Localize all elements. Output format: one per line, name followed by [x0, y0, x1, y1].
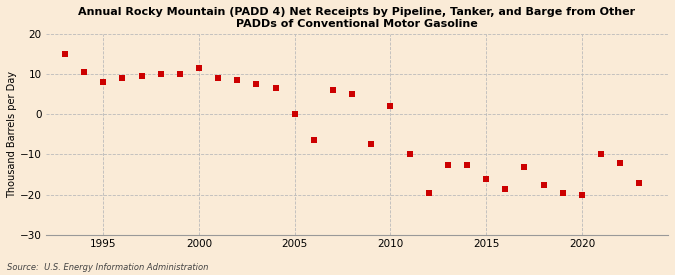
- Point: [558, 190, 568, 195]
- Point: [634, 180, 645, 185]
- Point: [155, 72, 166, 76]
- Point: [576, 192, 587, 197]
- Point: [194, 66, 205, 71]
- Point: [462, 162, 472, 167]
- Point: [519, 164, 530, 169]
- Point: [213, 76, 223, 81]
- Title: Annual Rocky Mountain (PADD 4) Net Receipts by Pipeline, Tanker, and Barge from : Annual Rocky Mountain (PADD 4) Net Recei…: [78, 7, 635, 29]
- Point: [308, 138, 319, 143]
- Point: [136, 74, 147, 79]
- Point: [423, 190, 434, 195]
- Point: [174, 72, 185, 76]
- Point: [442, 162, 453, 167]
- Text: Source:  U.S. Energy Information Administration: Source: U.S. Energy Information Administ…: [7, 263, 208, 272]
- Point: [98, 79, 109, 84]
- Point: [595, 152, 606, 157]
- Point: [538, 182, 549, 187]
- Y-axis label: Thousand Barrels per Day: Thousand Barrels per Day: [7, 71, 17, 198]
- Point: [404, 152, 415, 157]
- Point: [385, 104, 396, 109]
- Point: [615, 160, 626, 165]
- Point: [270, 86, 281, 90]
- Point: [500, 186, 511, 191]
- Point: [290, 112, 300, 117]
- Point: [232, 78, 242, 82]
- Point: [251, 82, 262, 87]
- Point: [59, 52, 70, 57]
- Point: [327, 88, 338, 93]
- Point: [366, 142, 377, 147]
- Point: [79, 70, 90, 75]
- Point: [117, 76, 128, 81]
- Point: [347, 92, 358, 97]
- Point: [481, 176, 491, 181]
